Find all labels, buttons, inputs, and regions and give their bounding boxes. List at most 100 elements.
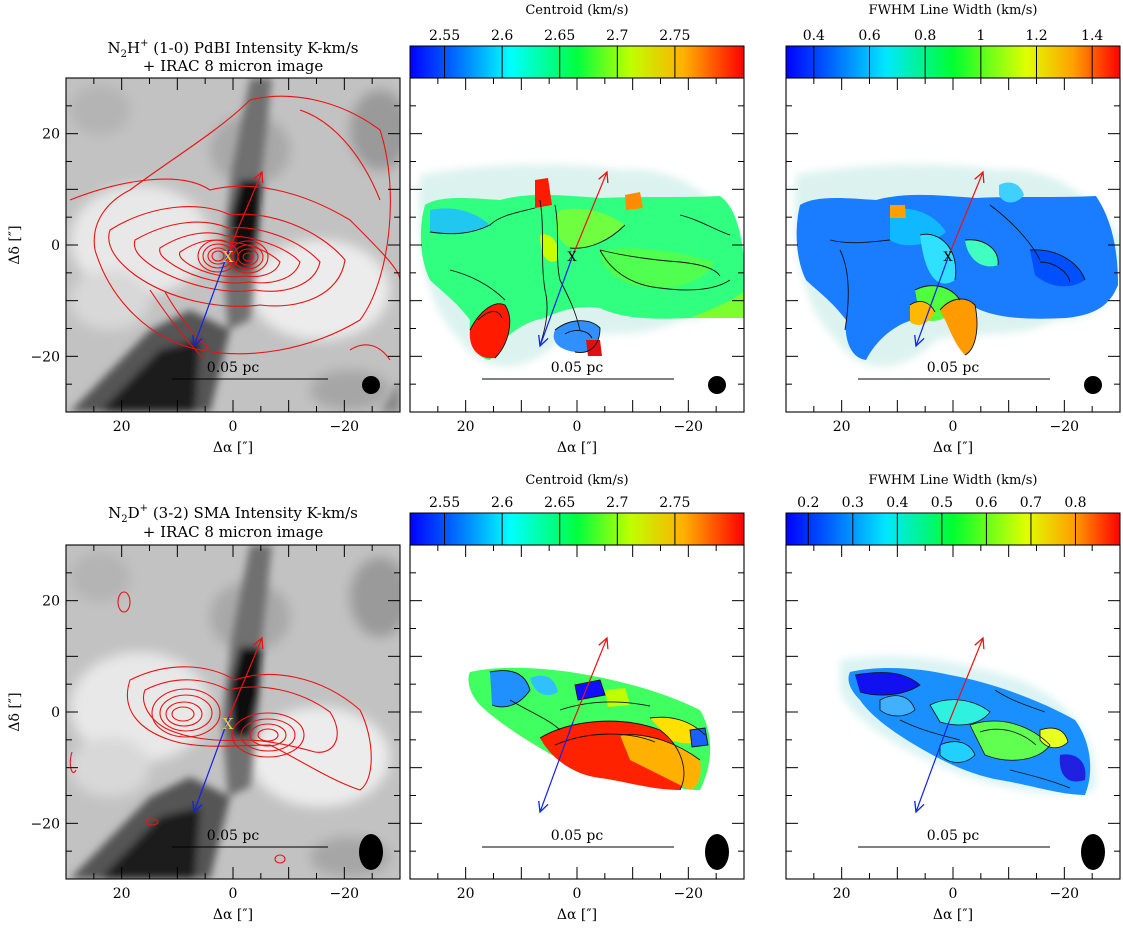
- source-marker: X: [567, 250, 577, 265]
- linewidth-contours: [854, 672, 1071, 789]
- panel-title-line1: N2D+ (3-2) SMA Intensity K-km/s: [108, 503, 358, 525]
- x-tick-label: 20: [457, 886, 475, 902]
- source-marker: X: [943, 250, 953, 265]
- panel-bottom-middle: Centroid (km/s) 0.05 pc: [409, 473, 745, 923]
- colorbar-tick-label: 0.8: [914, 28, 936, 44]
- beam-ellipse: [359, 834, 383, 870]
- colorbar-title: Centroid (km/s): [525, 3, 628, 18]
- y-tick-label: 20: [42, 594, 60, 610]
- x-axis-label: Δα [″]: [933, 907, 973, 923]
- panel-bottom-left: N2D+ (3-2) SMA Intensity K-km/s + IRAC 8…: [7, 503, 401, 923]
- blue-outflow-arrow: [194, 716, 230, 812]
- colorbar-tick-label: 2.7: [606, 28, 628, 44]
- scale-bar-label: 0.05 pc: [551, 828, 604, 844]
- panel-bottom-right: FWHM Line Width (km/s): [785, 473, 1121, 923]
- blue-outflow-arrow: [916, 254, 950, 346]
- panel-top-middle: Centroid (km/s): [409, 3, 745, 456]
- colorbar-axis-top_right: 0.4 0.6 0.8 1 1.2 1.4: [803, 28, 1103, 78]
- red-outflow-arrow: [572, 638, 607, 723]
- scale-bar-label: 0.05 pc: [927, 360, 980, 376]
- source-marker: X: [223, 248, 234, 266]
- y-axis-label: Δδ [″]: [7, 692, 23, 731]
- centroid-contours: [489, 670, 709, 791]
- scale-bar-label: 0.05 pc: [207, 828, 260, 844]
- linewidth-map: [840, 656, 1096, 795]
- colorbar: [409, 512, 745, 546]
- colorbar-tick-label: 0.6: [975, 495, 997, 511]
- x-axis-label: Δα [″]: [557, 907, 597, 923]
- colorbar-axis-bot_mid: 2.55 2.6 2.65 2.7 2.75: [429, 495, 690, 545]
- x-tick-label: 20: [833, 886, 851, 902]
- blue-outflow-arrow: [540, 721, 574, 812]
- colorbar-tick-label: 2.6: [491, 495, 513, 511]
- colorbar-tick-label: 0.5: [931, 495, 953, 511]
- scale-bar-label: 0.05 pc: [207, 360, 260, 376]
- panel-title-line2: + IRAC 8 micron image: [143, 523, 324, 541]
- beam-circle: [362, 376, 380, 394]
- panel-title-line2: + IRAC 8 micron image: [143, 57, 324, 75]
- y-tick-label: 0: [51, 705, 60, 721]
- colorbar-tick-label: 0.4: [886, 495, 908, 511]
- axis-bot_right: 20 0 −20: [785, 544, 1121, 902]
- y-tick-label: 20: [42, 127, 60, 143]
- red-outflow-arrow: [228, 172, 262, 251]
- colorbar-tick-label: 2.65: [544, 28, 575, 44]
- axis-top_right: 20 0 −20: [785, 77, 1121, 435]
- red-outflow-arrow: [228, 638, 262, 718]
- colorbar: [409, 45, 745, 79]
- x-axis-label: Δα [″]: [213, 907, 253, 923]
- colorbar-tick-label: 2.6: [491, 28, 513, 44]
- colorbar-title: Centroid (km/s): [525, 473, 628, 488]
- red-outflow-arrow: [948, 172, 983, 256]
- colorbar-title: FWHM Line Width (km/s): [869, 3, 1038, 18]
- blue-outflow-arrow: [540, 254, 574, 346]
- blue-outflow-arrow: [194, 249, 230, 346]
- x-tick-label: −20: [330, 419, 360, 435]
- colorbar-tick-label: 2.65: [544, 495, 575, 511]
- source-marker: X: [223, 715, 234, 733]
- x-tick-label: 20: [113, 419, 131, 435]
- colorbar-tick-label: 0.6: [858, 28, 880, 44]
- y-tick-label: 0: [51, 238, 60, 254]
- centroid-map: [468, 667, 711, 790]
- intensity-contours-red: [69, 95, 400, 361]
- x-tick-label: 20: [833, 419, 851, 435]
- blue-outflow-arrow: [916, 721, 950, 812]
- axis-bot_mid: 20 0 −20: [409, 544, 745, 902]
- colorbar-tick-label: 1.2: [1025, 28, 1047, 44]
- x-tick-label: 20: [113, 886, 131, 902]
- colorbar-tick-label: 0.7: [1020, 495, 1042, 511]
- panel-top-right: FWHM Line Width (km/s): [785, 3, 1121, 456]
- colorbar-tick-label: 1: [976, 28, 985, 44]
- colorbar-tick-label: 0.4: [803, 28, 825, 44]
- centroid-contours: [429, 199, 731, 359]
- panel-top-left: N2H+ (1-0) PdBI Intensity K-km/s + IRAC …: [7, 38, 401, 456]
- irac-greyscale-image: [66, 545, 400, 879]
- colorbar-tick-label: 2.55: [429, 495, 460, 511]
- x-axis-label: Δα [″]: [933, 440, 973, 456]
- x-tick-label: 0: [229, 419, 238, 435]
- x-tick-label: −20: [330, 886, 360, 902]
- x-axis-label: Δα [″]: [557, 440, 597, 456]
- scale-bar-label: 0.05 pc: [927, 828, 980, 844]
- colorbar-title: FWHM Line Width (km/s): [869, 473, 1038, 488]
- beam-circle: [708, 376, 726, 394]
- beam-ellipse: [705, 834, 729, 870]
- colorbar-tick-label: 2.75: [659, 28, 690, 44]
- axis-top_mid: 20 0 −20: [409, 77, 745, 435]
- centroid-map: [419, 164, 744, 367]
- x-tick-label: −20: [1050, 886, 1080, 902]
- axis-top_left: 20 0 −20 20 0 −20: [30, 77, 401, 435]
- red-outflow-arrow: [948, 638, 983, 723]
- x-tick-label: 0: [573, 419, 582, 435]
- x-tick-label: 0: [949, 886, 958, 902]
- x-tick-label: −20: [674, 886, 704, 902]
- x-tick-label: 0: [229, 886, 238, 902]
- colorbar-tick-label: 2.55: [429, 28, 460, 44]
- beam-circle: [1084, 376, 1102, 394]
- axis-bot_left: 20 0 −20 20 0 −20: [30, 544, 401, 902]
- x-axis-label: Δα [″]: [213, 440, 253, 456]
- x-tick-label: 20: [457, 419, 475, 435]
- beam-ellipse: [1081, 834, 1105, 870]
- x-tick-label: −20: [674, 419, 704, 435]
